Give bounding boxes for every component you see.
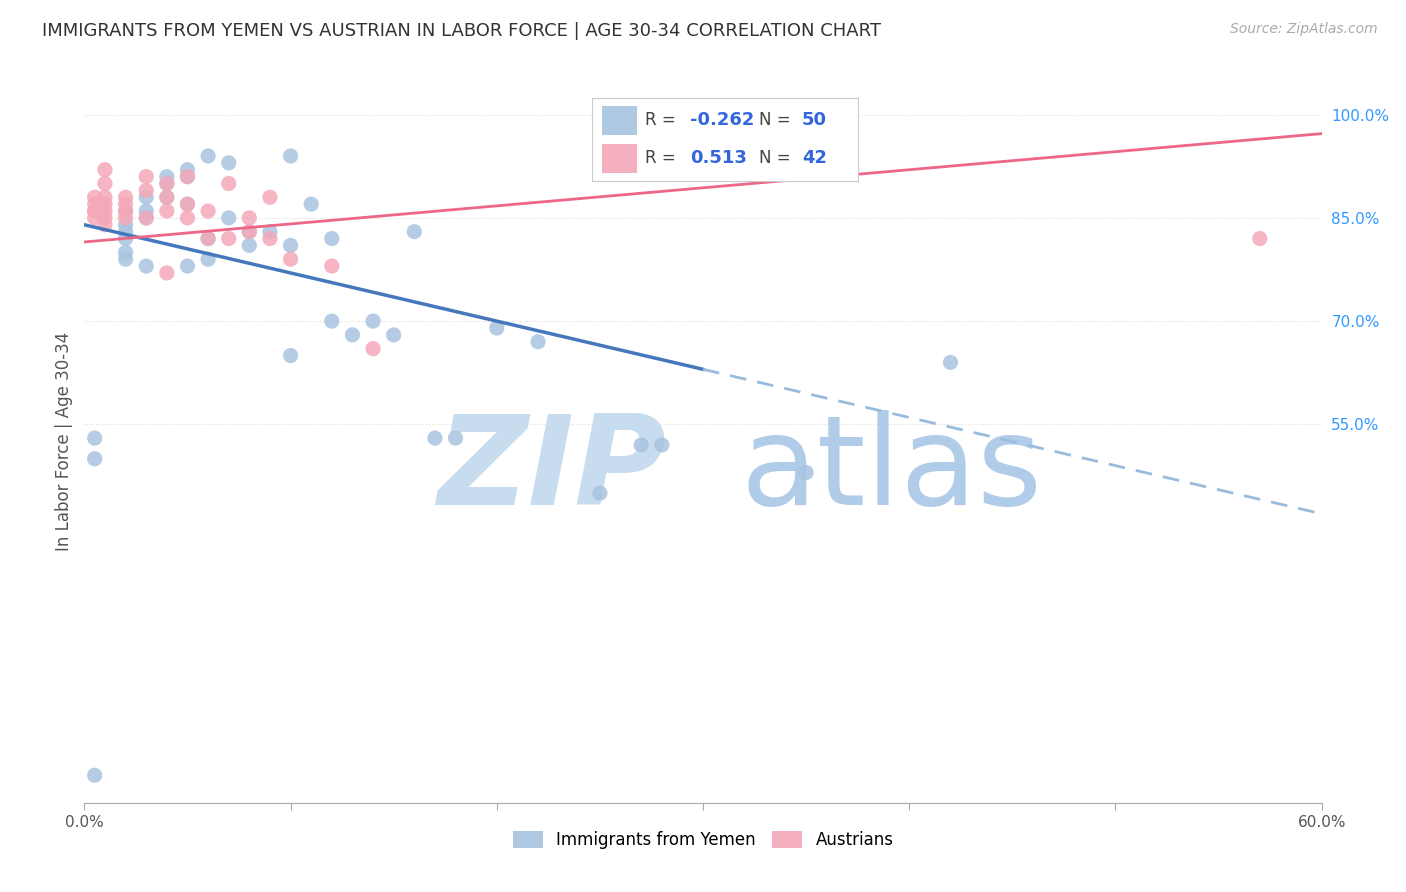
Point — [939, 355, 962, 369]
Point — [135, 204, 157, 219]
Point — [423, 431, 446, 445]
Point — [83, 431, 105, 445]
Point — [135, 190, 157, 204]
Point — [156, 266, 179, 280]
Point — [156, 190, 179, 204]
Point — [238, 238, 260, 252]
Text: Source: ZipAtlas.com: Source: ZipAtlas.com — [1230, 22, 1378, 37]
Point — [135, 259, 157, 273]
Point — [321, 314, 343, 328]
Point — [83, 768, 105, 782]
Point — [176, 197, 198, 211]
Point — [197, 231, 219, 245]
Point — [197, 204, 219, 219]
Point — [321, 231, 343, 245]
Point — [280, 149, 302, 163]
Point — [1249, 231, 1271, 245]
Point — [94, 204, 117, 219]
Text: atlas: atlas — [740, 410, 1042, 531]
Point — [114, 225, 136, 239]
Point — [156, 169, 179, 184]
Point — [176, 259, 198, 273]
Point — [259, 190, 281, 204]
Point — [218, 156, 240, 170]
Point — [135, 211, 157, 225]
Point — [197, 252, 219, 267]
Point — [197, 149, 219, 163]
Point — [280, 349, 302, 363]
Point — [176, 197, 198, 211]
Point — [156, 177, 179, 191]
Point — [361, 314, 384, 328]
Point — [83, 204, 105, 219]
Point — [589, 486, 612, 500]
Point — [135, 169, 157, 184]
Point — [238, 211, 260, 225]
Point — [83, 204, 105, 219]
Point — [114, 211, 136, 225]
Point — [114, 204, 136, 219]
Point — [404, 225, 426, 239]
Legend: Immigrants from Yemen, Austrians: Immigrants from Yemen, Austrians — [506, 824, 900, 856]
Point — [259, 225, 281, 239]
Point — [485, 321, 508, 335]
Point — [114, 190, 136, 204]
Point — [135, 183, 157, 197]
Point — [280, 238, 302, 252]
Point — [280, 252, 302, 267]
Point — [83, 197, 105, 211]
Point — [361, 342, 384, 356]
Point — [94, 211, 117, 225]
Point — [94, 177, 117, 191]
Point — [176, 211, 198, 225]
Point — [527, 334, 550, 349]
Point — [83, 451, 105, 466]
Point — [259, 231, 281, 245]
Point — [176, 169, 198, 184]
Point — [94, 190, 117, 204]
Point — [114, 252, 136, 267]
Point — [238, 225, 260, 239]
Point — [156, 177, 179, 191]
Text: ZIP: ZIP — [437, 410, 666, 531]
Text: IMMIGRANTS FROM YEMEN VS AUSTRIAN IN LABOR FORCE | AGE 30-34 CORRELATION CHART: IMMIGRANTS FROM YEMEN VS AUSTRIAN IN LAB… — [42, 22, 882, 40]
Point — [156, 190, 179, 204]
Point — [321, 259, 343, 273]
Point — [176, 169, 198, 184]
Point — [342, 327, 364, 342]
Point — [114, 218, 136, 232]
Point — [83, 190, 105, 204]
Point — [382, 327, 405, 342]
Point — [176, 162, 198, 177]
Y-axis label: In Labor Force | Age 30-34: In Labor Force | Age 30-34 — [55, 332, 73, 551]
Point — [156, 204, 179, 219]
Point — [218, 211, 240, 225]
Point — [651, 438, 673, 452]
Point — [135, 211, 157, 225]
Point — [94, 197, 117, 211]
Point — [218, 231, 240, 245]
Point — [794, 466, 817, 480]
Point — [94, 162, 117, 177]
Point — [197, 231, 219, 245]
Point — [444, 431, 467, 445]
Point — [238, 225, 260, 239]
Point — [114, 245, 136, 260]
Point — [218, 177, 240, 191]
Point — [630, 438, 652, 452]
Point — [114, 204, 136, 219]
Point — [83, 211, 105, 225]
Point — [114, 231, 136, 245]
Point — [299, 197, 322, 211]
Point — [94, 218, 117, 232]
Point — [114, 197, 136, 211]
